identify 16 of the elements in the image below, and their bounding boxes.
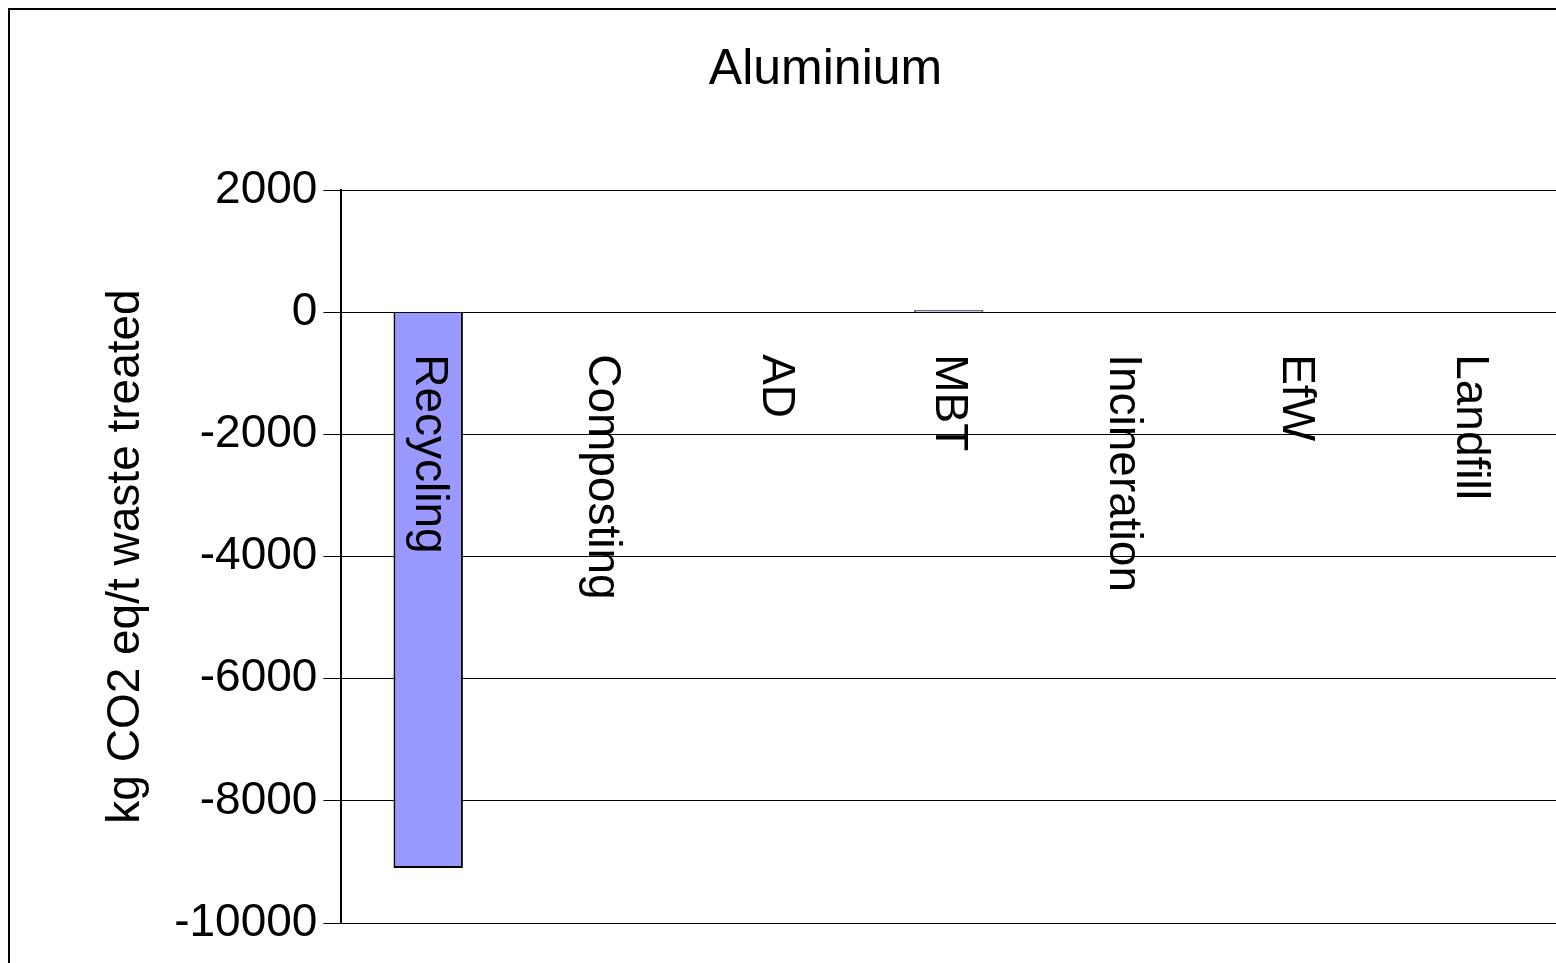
y-tick-label: -10000 xyxy=(174,893,318,946)
y-tick-label: -4000 xyxy=(199,527,318,580)
y-tick-label: -8000 xyxy=(199,771,318,824)
x-tick-label: Recycling xyxy=(405,354,458,554)
y-tick-label: -2000 xyxy=(199,405,318,458)
x-tick-label: EfW xyxy=(1273,354,1326,442)
x-tick-label: Incineration xyxy=(1099,354,1152,592)
y-tick-label: 0 xyxy=(291,282,318,335)
x-tick-label: Composting xyxy=(579,354,632,600)
x-tick-label: MBT xyxy=(926,354,979,452)
x-tick-label: AD xyxy=(752,354,805,419)
y-tick-label: -6000 xyxy=(199,649,318,702)
chart-title: Aluminium xyxy=(708,38,943,95)
x-tick-label: Landfill xyxy=(1446,354,1499,500)
y-tick-label: 2000 xyxy=(215,160,318,213)
y-axis-title: kg CO2 eq/t waste treated xyxy=(97,289,150,824)
